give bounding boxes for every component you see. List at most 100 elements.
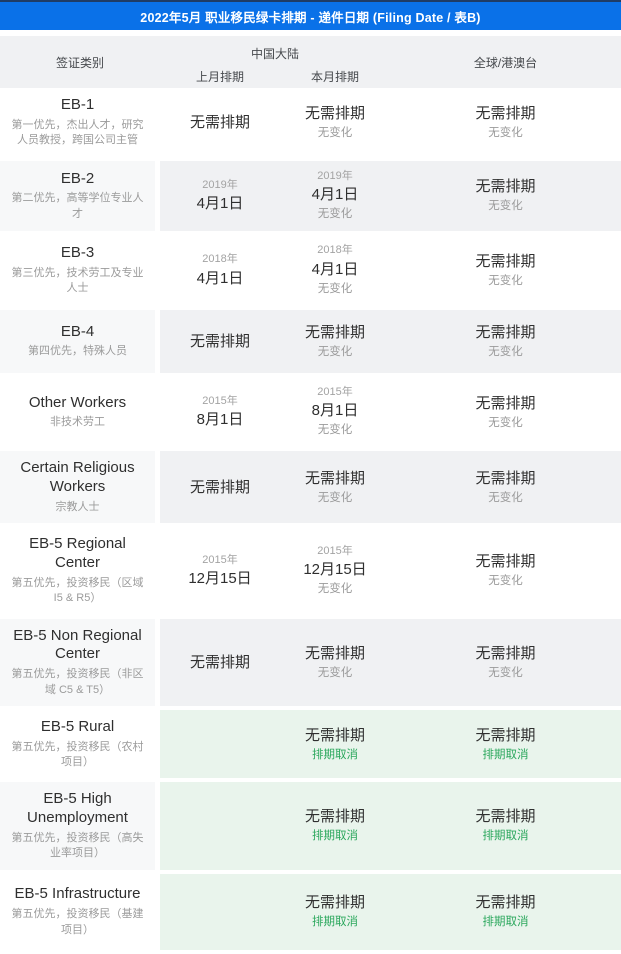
cutoff-value: 无需排期 [189, 113, 250, 131]
table-row: EB-1 第一优先，杰出人才，研究人员教授，跨国公司主管 无需排期 无需排期 无变化 无需… [0, 88, 621, 161]
change-note: 无变化 [317, 282, 353, 295]
table-row: Other Workers 非技术劳工 2015年 8月1日 2015年 8月1日 无变化无… [0, 376, 621, 452]
visa-category-title: EB-3 [60, 244, 95, 262]
visa-category-subtitle: 第二优先，高等学位专业人才 [11, 192, 144, 220]
cutoff-value: 无需排期 [475, 252, 536, 270]
visa-category-cell: EB-5 Non Regional Center 第五优先，投资移民（非区域 C5… [0, 618, 160, 710]
change-note: 排期取消 [482, 748, 529, 761]
change-note: 排期取消 [312, 830, 358, 843]
cutoff-value: 无需排期 [189, 653, 250, 671]
header-china-mainland: 中国大陆 [250, 47, 299, 61]
cutoff-value: 8月1日 [311, 402, 359, 420]
cutoff-value: 8月1日 [196, 411, 244, 429]
table-row: EB-5 Non Regional Center 第五优先，投资移民（非区域 C5… [0, 618, 621, 710]
visa-category-title: Other Workers [28, 393, 127, 411]
cutoff-year: 2019年 [202, 178, 238, 191]
cutoff-value: 无需排期 [475, 894, 536, 912]
visa-category-subtitle: 宗教人士 [55, 500, 100, 513]
global-cell: 无需排期 无变化 [390, 88, 621, 161]
table-body: EB-1 第一优先，杰出人才，研究人员教授，跨国公司主管 无需排期 无需排期 无变化 无需… [0, 88, 621, 954]
visa-category-cell: EB-2 第二优先，高等学位专业人才 [0, 160, 160, 236]
visa-category-subtitle: 第五优先，投资移民（非区域 C5 & T5） [11, 668, 144, 696]
page-title-banner: 2022年5月 职业移民绿卡排期 - 递件日期 (Filing Date / 表… [0, 2, 621, 30]
global-cell: 无需排期 无变化 [390, 527, 621, 619]
table-row: EB-5 Rural 第五优先，投资移民（农村项目） 无需排期 排期取消 无需排期 排期取… [0, 709, 621, 783]
cutoff-value: 无需排期 [304, 894, 365, 912]
visa-category-cell: EB-4 第四优先，特殊人员 [0, 309, 160, 377]
cutoff-value: 无需排期 [304, 726, 365, 744]
change-note: 无变化 [488, 575, 523, 588]
current-month-cell: 2015年 8月1日无变化 [280, 377, 390, 452]
cutoff-value: 无需排期 [475, 808, 536, 826]
cutoff-value: 无需排期 [304, 104, 365, 122]
current-month-cell: 无需排期 无变化 [280, 309, 390, 377]
change-note: 无变化 [488, 274, 523, 287]
change-note: 无变化 [488, 666, 523, 679]
current-month-cell: 2019年 4月1日无变化 [280, 160, 390, 236]
top-stripe [0, 0, 621, 2]
prev-month-cell [160, 709, 280, 783]
prev-month-cell: 无需排期 [160, 618, 280, 710]
visa-category-subtitle: 第四优先，特殊人员 [28, 345, 127, 358]
cutoff-year: 2019年 [317, 169, 353, 182]
visa-category-title: EB-5 Infrastructure [14, 885, 141, 903]
cutoff-value: 无需排期 [304, 644, 365, 662]
visa-category-cell: EB-5 Regional Center 第五优先，投资移民（区域 I5 & R5… [0, 527, 160, 619]
visa-category-title: EB-5 High Unemployment [27, 790, 128, 827]
visa-category-title: EB-1 [60, 96, 95, 113]
prev-month-cell: 2018年 4月1日 [160, 235, 280, 310]
prev-month-cell: 无需排期 [160, 451, 280, 528]
change-note: 无变化 [488, 126, 523, 139]
change-note: 无变化 [317, 583, 353, 596]
change-note: 无变化 [317, 666, 353, 679]
cutoff-value: 无需排期 [475, 553, 536, 571]
cutoff-year: 2015年 [202, 553, 238, 566]
visa-category-cell: EB-1 第一优先，杰出人才，研究人员教授，跨国公司主管 [0, 88, 160, 161]
visa-category-title: EB-5 Rural [40, 717, 115, 735]
global-cell: 无需排期 排期取消 [390, 873, 621, 954]
current-month-cell: 无需排期 无变化 [280, 88, 390, 161]
change-note: 排期取消 [312, 748, 358, 761]
global-cell: 无需排期 无变化 [390, 618, 621, 710]
cutoff-value: 4月1日 [311, 185, 359, 203]
change-note: 无变化 [317, 345, 353, 358]
table-row: EB-4 第四优先，特殊人员 无需排期 无需排期 无变化 无需排期 无变化 [0, 309, 621, 377]
prev-month-cell: 无需排期 [160, 309, 280, 377]
visa-category-title: EB-2 [60, 169, 95, 187]
visa-category-cell: EB-3 第三优先，技术劳工及专业人士 [0, 235, 160, 310]
current-month-cell: 无需排期 排期取消 [280, 782, 390, 874]
current-month-cell: 无需排期 排期取消 [280, 709, 390, 783]
cutoff-value: 12月15日 [188, 570, 252, 588]
change-note: 无变化 [317, 207, 353, 220]
visa-category-subtitle: 第五优先，投资移民（高失业率项目） [11, 831, 144, 860]
global-cell: 无需排期 排期取消 [390, 782, 621, 874]
visa-category-subtitle: 第三优先，技术劳工及专业人士 [11, 266, 144, 295]
cutoff-value: 无需排期 [475, 726, 536, 744]
cutoff-year: 2015年 [317, 385, 353, 398]
visa-category-title: EB-5 Non Regional Center [13, 626, 142, 663]
current-month-cell: 无需排期 排期取消 [280, 873, 390, 954]
cutoff-year: 2015年 [202, 394, 238, 407]
cutoff-year: 2018年 [202, 253, 238, 266]
change-note: 排期取消 [482, 916, 529, 929]
prev-month-cell [160, 782, 280, 874]
banner-gap [0, 30, 621, 36]
page-title: 2022年5月 职业移民绿卡排期 - 递件日期 (Filing Date / 表… [140, 10, 481, 25]
change-note: 排期取消 [482, 830, 529, 843]
visa-category-subtitle: 第五优先，投资移民（农村项目） [11, 740, 144, 769]
table-row: Certain Religious Workers 宗教人士 无需排期 无需排期 无变化… [0, 451, 621, 528]
cutoff-value: 无需排期 [304, 469, 365, 487]
change-note: 无变化 [488, 491, 523, 504]
change-note: 无变化 [488, 200, 523, 213]
prev-month-cell: 无需排期 [160, 88, 280, 161]
cutoff-value: 无需排期 [189, 332, 250, 350]
change-note: 无变化 [317, 491, 353, 504]
header-china-subcolumns: 上月排期 本月排期 [160, 68, 390, 85]
change-note: 无变化 [317, 424, 353, 437]
table-row: EB-5 High Unemployment 第五优先，投资移民（高失业率项目） 无… [0, 782, 621, 874]
current-month-cell: 无需排期 无变化 [280, 618, 390, 710]
table-row: EB-5 Regional Center 第五优先，投资移民（区域 I5 & R5… [0, 527, 621, 619]
current-month-cell: 无需排期 无变化 [280, 451, 390, 528]
visa-category-cell: Certain Religious Workers 宗教人士 [0, 451, 160, 528]
change-note: 排期取消 [312, 916, 358, 929]
